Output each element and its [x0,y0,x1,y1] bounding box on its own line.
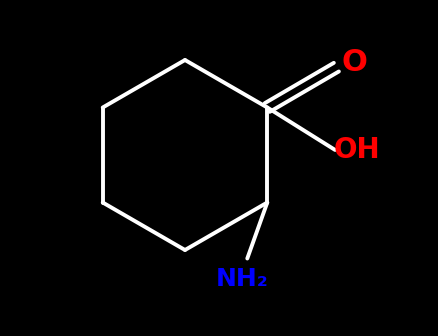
Text: OH: OH [333,136,380,164]
Text: O: O [341,48,367,77]
Text: NH₂: NH₂ [215,266,268,291]
